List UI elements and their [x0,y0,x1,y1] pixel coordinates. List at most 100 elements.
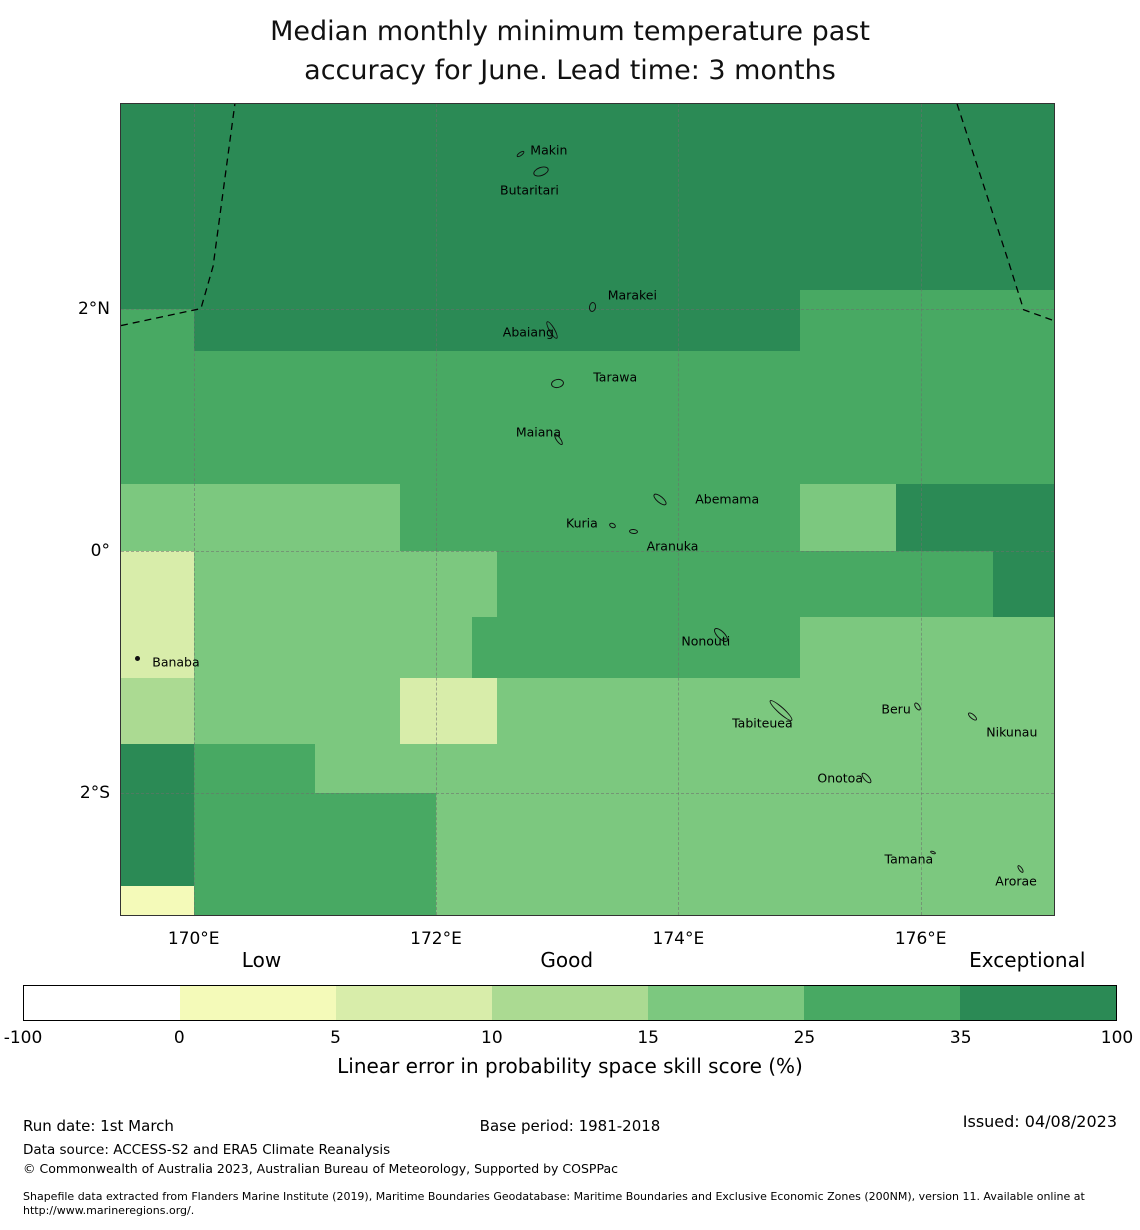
colorbar-tick-label: 0 [173,1028,185,1048]
island-label: Arorae [995,873,1037,889]
colorbar-tick-label: 100 [1100,1028,1134,1048]
eez-boundary [956,104,1054,322]
grid-cell [399,484,800,551]
island-label: Onotoa [817,770,863,786]
grid-cell [121,308,194,351]
grid-cell [121,744,194,886]
colorbar-qualitative-label: Low [241,948,282,972]
colorbar-segment [804,986,960,1020]
gridline-horizontal [121,308,1054,310]
colorbar [23,985,1117,1021]
colorbar-segment [24,986,180,1020]
issued-date-text: Issued: 04/08/2023 [962,1112,1117,1131]
island-label: Tabiteuea [732,715,793,731]
colorbar-tick-label: 35 [949,1028,972,1048]
grid-cell [121,550,194,618]
colorbar-tick-label: -100 [3,1028,43,1048]
island-label: Banaba [152,654,200,670]
grid-cell [799,617,1054,678]
run-date-text: Run date: 1st March [23,1117,174,1135]
colorbar-qualitative-labels: Low Good Exceptional [23,948,1117,976]
grid-cell [496,677,1054,745]
grid-cell [193,308,800,351]
colorbar-segment [960,986,1116,1020]
gridline-horizontal [121,550,1054,552]
island-label: Beru [881,701,911,717]
base-period-text: Base period: 1981-2018 [479,1117,661,1135]
colorbar-tick-label: 10 [481,1028,503,1048]
colorbar-tick-label: 5 [330,1028,341,1048]
grid-cell [496,550,994,618]
colorbar-tick-label: 15 [637,1028,659,1048]
shapefile-note-text: Shapefile data extracted from Flanders M… [23,1190,1085,1217]
grid-cell [121,290,800,309]
grid-cell [193,885,437,915]
island-label: Maiana [515,424,561,440]
colorbar-segment [336,986,492,1020]
grid-cell [121,617,194,678]
grid-cell [121,885,194,915]
island-label: Butaritari [500,182,559,198]
grid-cell [993,550,1054,618]
island-label: Abaiang [502,324,554,340]
island-label: Kuria [566,515,598,531]
grid-cell [193,792,437,886]
colorbar-tick-labels: -100 0 5 10 15 25 35 100 [4,1021,1134,1051]
gridline-vertical [920,104,922,915]
colorbar-tick-label: 25 [793,1028,816,1048]
island-label: Marakei [607,287,657,303]
island-label: Makin [530,142,568,158]
footer-row: Run date: 1st March Base period: 1981-20… [23,1112,1117,1137]
page-title-line2: accuracy for June. Lead time: 3 months [304,55,836,86]
grid-cell [121,677,194,745]
aranuka-island-shape [628,528,639,535]
x-tick-label: 176°E [894,929,947,949]
data-source-text: Data source: ACCESS-S2 and ERA5 Climate … [23,1142,391,1158]
grid-cell [121,104,1054,291]
eez-boundary [121,104,236,327]
colorbar-qualitative-label: Good [540,948,594,972]
grid-cell [193,677,400,745]
grid-cell [193,550,497,618]
x-tick-label: 174°E [652,929,705,949]
grid-cell [799,308,1054,351]
grid-cell [399,677,497,745]
gridline-horizontal [121,792,1054,794]
colorbar-axis-label: Linear error in probability space skill … [337,1054,803,1078]
gridline-vertical [193,104,195,915]
colorbar-segment [180,986,336,1020]
grid-cell [121,484,400,551]
gridline-vertical [436,104,438,915]
copyright-text: © Commonwealth of Australia 2023, Austra… [23,1161,618,1176]
island-label: Aranuka [646,538,699,554]
island-label: Abemama [695,491,760,507]
grid-cell [896,484,1054,551]
page-title-line1: Median monthly minimum temperature past [270,16,870,47]
grid-cell [799,290,1054,309]
grid-cell [472,617,800,678]
y-tick-label: 2°S [79,782,110,803]
banaba-island-shape [135,655,141,661]
island-label: Tamana [884,851,934,867]
eez-boundary-lines [121,104,1054,327]
x-tick-label: 170°E [167,929,220,949]
colorbar-segment [492,986,648,1020]
grid-cell [121,350,1054,485]
grid-cell [193,744,315,793]
map-panel: 170°E 172°E 174°E 176°E 2°N 0° 2°S Makin Butarit… [78,103,1055,949]
y-tick-label: 2°N [77,298,110,319]
grid-cell [193,617,473,678]
colorbar-qualitative-label: Exceptional [969,948,1086,972]
colorbar-segment [648,986,804,1020]
x-tick-label: 172°E [410,929,462,949]
grid-cell [436,792,1054,886]
grid-cell [799,484,897,551]
island-label: Tarawa [593,369,638,385]
island-label: Nonouti [681,633,731,649]
y-tick-label: 0° [90,540,110,561]
gridline-vertical [678,104,680,915]
grid-cell [314,744,1054,793]
grid-cell [436,885,1054,915]
page-title: Median monthly minimum temperature past … [0,12,1140,90]
